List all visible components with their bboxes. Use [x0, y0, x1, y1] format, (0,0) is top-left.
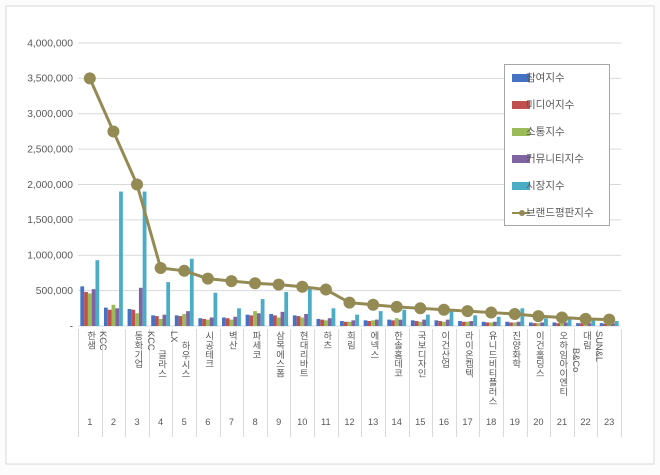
- svg-text:1,500,000: 1,500,000: [27, 215, 73, 226]
- svg-text:4,000,000: 4,000,000: [27, 38, 73, 49]
- svg-text:2,000,000: 2,000,000: [27, 180, 73, 191]
- svg-text:2,500,000: 2,500,000: [27, 144, 73, 155]
- svg-text:1,000,000: 1,000,000: [27, 251, 73, 262]
- svg-text:3,000,000: 3,000,000: [27, 109, 73, 120]
- svg-text:3,500,000: 3,500,000: [27, 74, 73, 85]
- svg-text:-: -: [70, 321, 73, 332]
- svg-text:500,000: 500,000: [36, 286, 73, 297]
